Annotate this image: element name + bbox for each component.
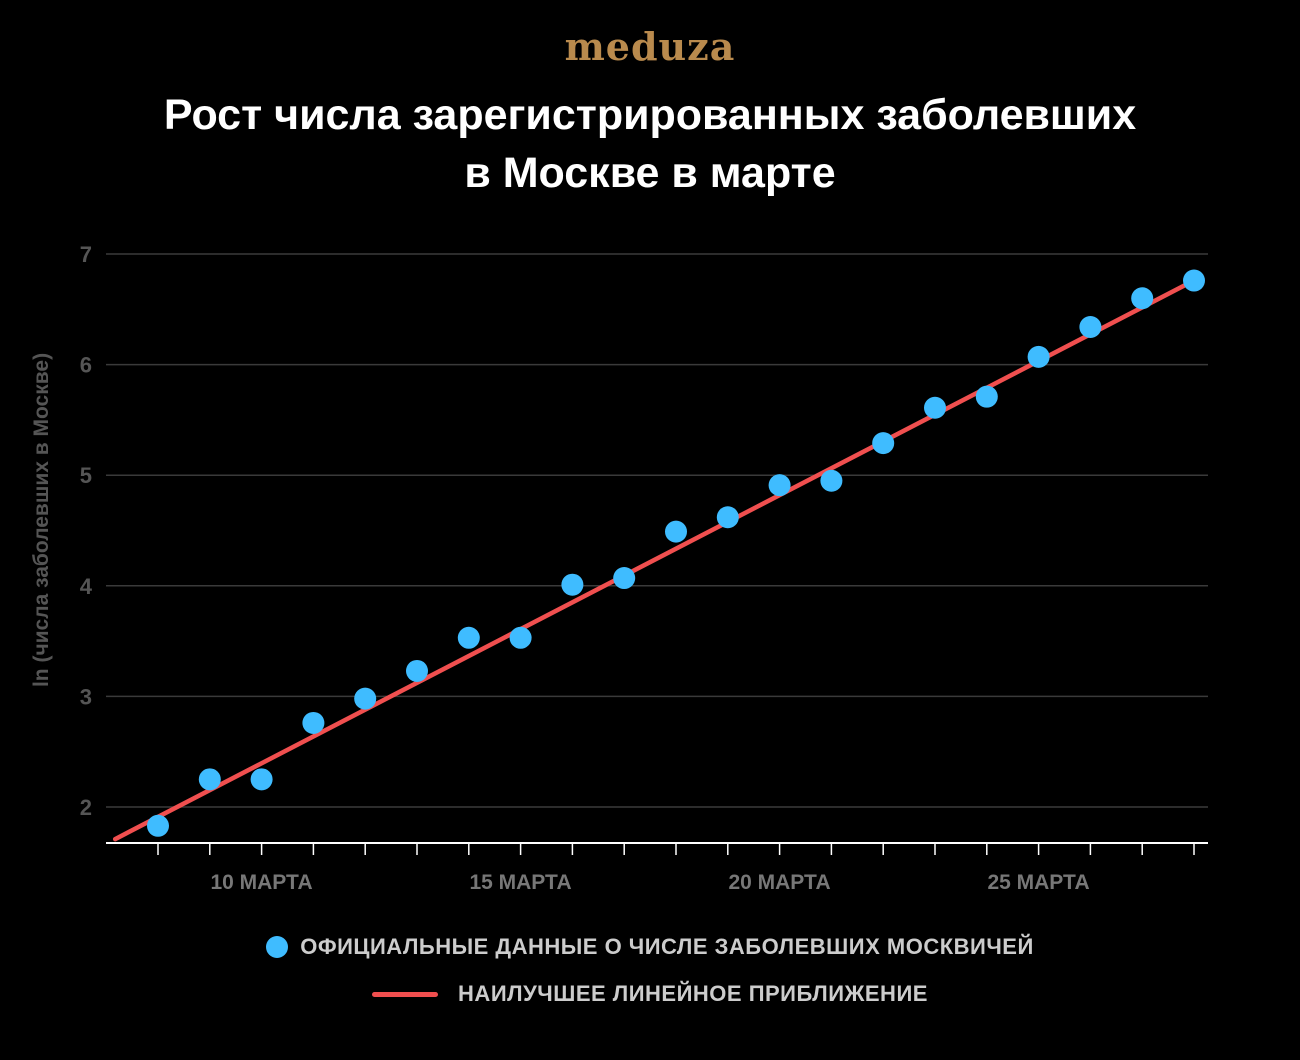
data-point (924, 396, 946, 419)
legend-point-icon (266, 936, 289, 958)
data-point (613, 567, 636, 590)
y-tick-label: 7 (80, 242, 92, 267)
y-tick-label: 3 (80, 684, 92, 709)
x-tick-label: 25 МАРТА (987, 871, 1089, 894)
data-point (147, 814, 169, 837)
data-point (302, 711, 325, 734)
grid-lines (106, 253, 1208, 808)
x-axis (106, 842, 1208, 855)
data-point (665, 520, 687, 543)
data-point (1183, 269, 1205, 292)
x-tick-label: 20 МАРТА (728, 871, 830, 894)
data-point (198, 768, 221, 791)
legend-item-line: НАИЛУЧШЕЕ ЛИНЕЙНОЕ ПРИБЛИЖЕНИЕ (0, 981, 1300, 1007)
x-tick-label: 10 МАРТА (210, 871, 312, 894)
data-point (716, 506, 739, 529)
y-tick-label: 4 (80, 574, 93, 599)
y-tick-labels: 2 3 4 5 6 7 (80, 242, 93, 820)
legend-line-label: НАИЛУЧШЕЕ ЛИНЕЙНОЕ ПРИБЛИЖЕНИЕ (458, 981, 928, 1006)
data-point (354, 687, 377, 710)
data-point (975, 385, 998, 408)
data-point (457, 626, 480, 649)
x-tick-labels: 10 МАРТА 15 МАРТА 20 МАРТА 25 МАРТА (210, 871, 1089, 894)
fit-line (112, 278, 1197, 842)
x-tick-label: 15 МАРТА (469, 871, 571, 894)
legend-line-icon (372, 991, 439, 997)
y-tick-label: 5 (80, 463, 92, 488)
legend-points-label: ОФИЦИАЛЬНЫЕ ДАННЫЕ О ЧИСЛЕ ЗАБОЛЕВШИХ МО… (300, 934, 1034, 959)
data-point (406, 659, 428, 682)
data-point (1027, 345, 1050, 368)
data-point (250, 768, 273, 791)
data-point (561, 573, 584, 596)
data-point (820, 469, 843, 492)
data-point (872, 432, 895, 455)
data-point (1131, 287, 1154, 310)
data-points (147, 269, 1205, 837)
data-point (1079, 315, 1102, 338)
y-axis-label: ln (числа заболевших в Москве) (30, 353, 53, 687)
legend-item-points: ОФИЦИАЛЬНЫЕ ДАННЫЕ О ЧИСЛЕ ЗАБОЛЕВШИХ МО… (0, 934, 1300, 960)
chart-title-line-2: в Москве в марте (464, 149, 836, 197)
chart-title-line-1: Рост числа зарегистрированных заболевших (163, 91, 1137, 139)
data-point (509, 626, 532, 649)
y-tick-label: 2 (80, 795, 92, 820)
chart-title: Рост числа зарегистрированных заболевших… (0, 86, 1300, 202)
data-point (768, 474, 791, 497)
y-tick-label: 6 (80, 353, 92, 378)
fit-line-layer (112, 278, 1197, 842)
meduza-logo: meduza (564, 24, 736, 69)
